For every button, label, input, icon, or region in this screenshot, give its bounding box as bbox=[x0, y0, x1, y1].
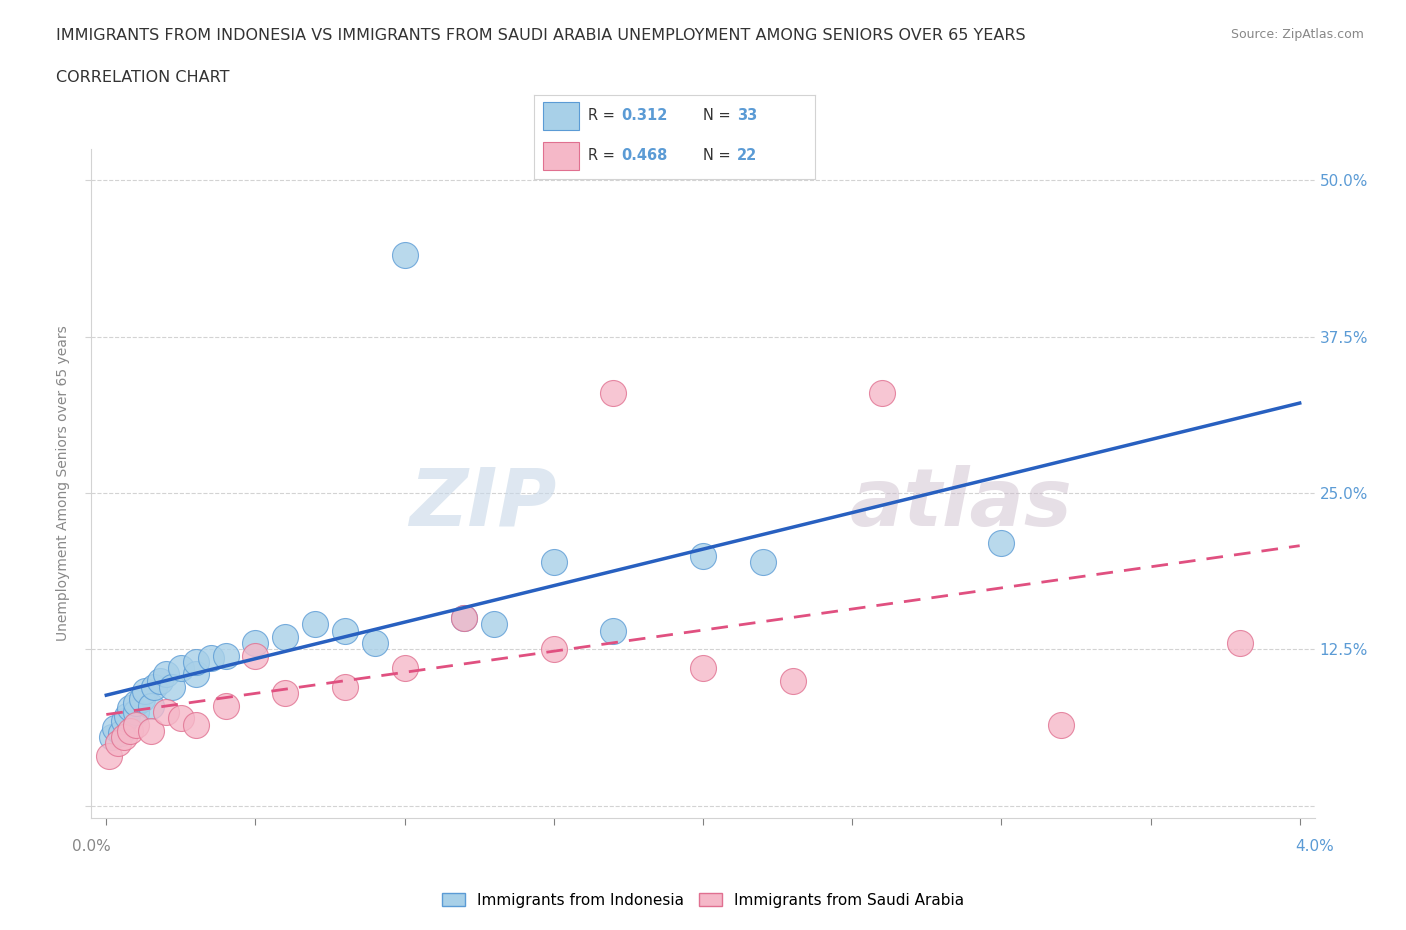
Point bbox=[1229, 636, 1251, 651]
Point bbox=[782, 673, 804, 688]
Point bbox=[692, 548, 714, 563]
Point bbox=[170, 661, 193, 676]
Point bbox=[274, 685, 297, 700]
Text: Source: ZipAtlas.com: Source: ZipAtlas.com bbox=[1230, 28, 1364, 41]
Legend: Immigrants from Indonesia, Immigrants from Saudi Arabia: Immigrants from Indonesia, Immigrants fr… bbox=[441, 893, 965, 908]
Point bbox=[453, 611, 475, 626]
Point bbox=[134, 684, 156, 698]
Point bbox=[170, 711, 193, 725]
Point bbox=[155, 667, 177, 682]
Text: 33: 33 bbox=[737, 108, 756, 124]
Point bbox=[751, 554, 773, 569]
Point bbox=[155, 705, 177, 720]
Point bbox=[990, 536, 1012, 551]
Text: IMMIGRANTS FROM INDONESIA VS IMMIGRANTS FROM SAUDI ARABIA UNEMPLOYMENT AMONG SEN: IMMIGRANTS FROM INDONESIA VS IMMIGRANTS … bbox=[56, 28, 1026, 43]
Point bbox=[101, 730, 124, 745]
Point bbox=[602, 623, 624, 638]
Text: R =: R = bbox=[588, 108, 614, 124]
Point bbox=[482, 617, 505, 631]
Point bbox=[104, 721, 127, 736]
Point bbox=[543, 554, 565, 569]
Point bbox=[120, 701, 142, 716]
Point bbox=[394, 247, 416, 262]
Point bbox=[125, 717, 148, 732]
Text: CORRELATION CHART: CORRELATION CHART bbox=[56, 70, 229, 85]
Point bbox=[110, 725, 132, 740]
Point bbox=[453, 611, 475, 626]
Text: ZIP: ZIP bbox=[409, 465, 557, 543]
Y-axis label: Unemployment Among Seniors over 65 years: Unemployment Among Seniors over 65 years bbox=[56, 326, 70, 642]
Point bbox=[115, 709, 138, 724]
Text: atlas: atlas bbox=[849, 465, 1073, 543]
Point bbox=[149, 673, 172, 688]
Point bbox=[98, 749, 121, 764]
Bar bbox=[543, 101, 579, 130]
Point bbox=[394, 661, 416, 676]
Point bbox=[139, 724, 162, 738]
Point bbox=[184, 667, 207, 682]
Point bbox=[274, 630, 297, 644]
Point bbox=[364, 636, 387, 651]
Point bbox=[304, 617, 326, 631]
Point bbox=[120, 724, 142, 738]
Text: R =: R = bbox=[588, 149, 614, 164]
Point bbox=[870, 385, 893, 400]
Point bbox=[139, 698, 162, 713]
Text: 4.0%: 4.0% bbox=[1295, 839, 1334, 854]
Point bbox=[1050, 717, 1073, 732]
Point bbox=[245, 648, 267, 663]
Point bbox=[160, 680, 183, 695]
Point bbox=[184, 655, 207, 670]
Point bbox=[333, 623, 356, 638]
Text: N =: N = bbox=[703, 149, 731, 164]
Point bbox=[112, 730, 135, 745]
Point bbox=[692, 661, 714, 676]
Point bbox=[543, 642, 565, 657]
Text: 0.468: 0.468 bbox=[621, 149, 668, 164]
Text: 22: 22 bbox=[737, 149, 756, 164]
Text: 0.312: 0.312 bbox=[621, 108, 668, 124]
Point bbox=[112, 713, 135, 728]
Point bbox=[125, 696, 148, 711]
Point bbox=[143, 680, 166, 695]
Point bbox=[131, 692, 153, 707]
Point bbox=[245, 636, 267, 651]
Point bbox=[200, 651, 222, 666]
Point bbox=[125, 705, 148, 720]
Bar bbox=[543, 141, 579, 170]
Point bbox=[214, 648, 236, 663]
Point bbox=[107, 736, 129, 751]
Point bbox=[333, 680, 356, 695]
Point bbox=[602, 385, 624, 400]
Point bbox=[184, 717, 207, 732]
Text: 0.0%: 0.0% bbox=[72, 839, 111, 854]
Text: N =: N = bbox=[703, 108, 731, 124]
Point bbox=[214, 698, 236, 713]
